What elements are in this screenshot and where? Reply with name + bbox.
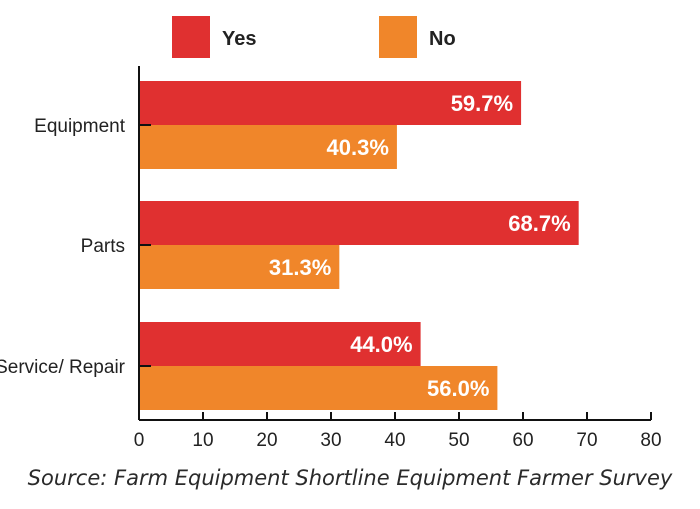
data-label: 44.0%: [350, 332, 412, 357]
data-label: 59.7%: [451, 91, 513, 116]
legend-label-yes: Yes: [222, 28, 256, 50]
bar-no: [139, 366, 498, 410]
data-label: 56.0%: [427, 376, 489, 401]
x-tick-label: 10: [192, 430, 213, 451]
bar-chart: Yes No 59.7% 40.3% 68.7% 31.3% 44.0% 56.0% Equ…: [0, 16, 662, 451]
data-label: 68.7%: [508, 211, 570, 236]
plot-area: 59.7% 40.3% 68.7% 31.3% 44.0% 56.0%: [139, 81, 579, 410]
data-label: 40.3%: [327, 135, 389, 160]
x-tick-label: 60: [512, 430, 533, 451]
bar-no: [139, 125, 397, 169]
x-tick-label: 40: [384, 430, 405, 451]
source-caption: Source: Farm Equipment Shortline Equipme…: [27, 466, 673, 490]
x-tick-label: 30: [320, 430, 341, 451]
category-label: Service/ Repair: [0, 357, 126, 378]
x-tick-label: 80: [640, 430, 661, 451]
axes: Equipment Parts Service/ Repair 0 10 20 30 40 50…: [0, 66, 662, 451]
x-tick-label: 70: [576, 430, 597, 451]
bar-no: [139, 245, 340, 289]
bar-yes: [139, 81, 522, 125]
category-label: Parts: [81, 236, 125, 257]
legend: Yes No: [172, 16, 456, 58]
legend-label-no: No: [429, 28, 456, 50]
legend-swatch-yes: [172, 16, 210, 58]
data-label: 31.3%: [269, 255, 331, 280]
x-tick-label: 20: [256, 430, 277, 451]
x-tick-label: 0: [134, 430, 145, 451]
legend-swatch-no: [379, 16, 417, 58]
x-tick-label: 50: [448, 430, 469, 451]
category-label: Equipment: [34, 116, 126, 137]
bar-yes: [139, 322, 421, 366]
bar-yes: [139, 201, 579, 245]
